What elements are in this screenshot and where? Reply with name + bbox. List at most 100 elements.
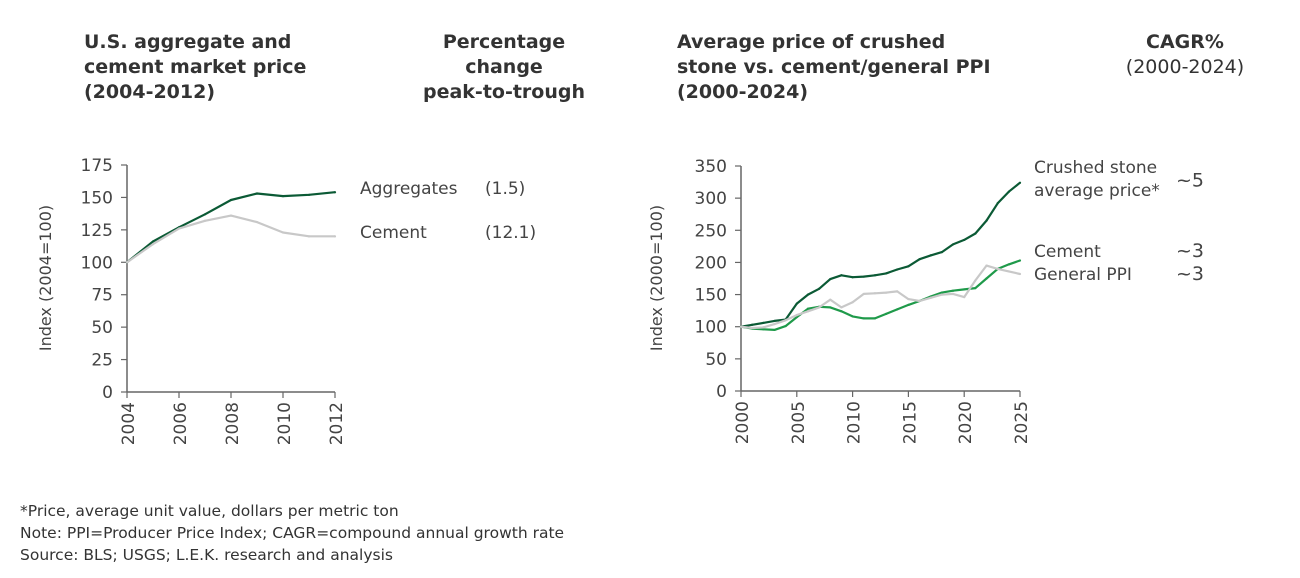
- data-point: [307, 235, 311, 238]
- data-point: [203, 213, 207, 216]
- y-tick-label: 150: [695, 286, 727, 306]
- data-point: [963, 238, 966, 242]
- data-point: [862, 275, 865, 278]
- footnote-source: Source: BLS; USGS; L.E.K. research and a…: [20, 546, 393, 564]
- data-point: [963, 296, 966, 299]
- data-point: [333, 235, 337, 238]
- legend-label: General PPI: [1034, 265, 1132, 285]
- cagr-period: (2000-2024): [1125, 56, 1245, 78]
- legend-label: average price*: [1034, 181, 1160, 201]
- title-line: change: [465, 56, 543, 78]
- data-point: [1018, 259, 1022, 262]
- pct-change-title: Percentage change peak-to-trough: [404, 30, 604, 105]
- cagr-title: CAGR% (2000-2024): [1100, 30, 1270, 80]
- data-point: [829, 298, 832, 301]
- data-point: [884, 312, 888, 315]
- data-point: [795, 302, 798, 305]
- data-point: [918, 299, 921, 303]
- data-point: [996, 202, 999, 205]
- data-point: [806, 307, 810, 310]
- data-point: [806, 310, 810, 313]
- x-tick-label: 2008: [223, 402, 243, 445]
- data-point: [940, 291, 943, 294]
- data-point: [929, 296, 932, 299]
- data-point: [151, 243, 155, 246]
- y-tick-label: 150: [81, 188, 113, 208]
- title-line: stone vs. cement/general PPI: [677, 56, 991, 78]
- data-point: [907, 265, 910, 268]
- data-point: [751, 326, 754, 330]
- data-point: [951, 292, 955, 296]
- data-point: [818, 306, 821, 309]
- data-point: [829, 278, 832, 281]
- data-point: [255, 192, 259, 195]
- title-line: (2004-2012): [84, 81, 216, 103]
- data-point: [940, 251, 943, 254]
- x-tick-label: 2025: [1012, 401, 1032, 444]
- data-point: [873, 274, 877, 277]
- x-tick-label: 2020: [956, 401, 976, 444]
- y-tick-label: 100: [695, 318, 727, 338]
- series-line: [126, 191, 336, 264]
- left-chart-title: U.S. aggregate and cement market price (…: [84, 30, 306, 105]
- legend-label: Aggregates: [360, 179, 458, 199]
- data-point: [125, 261, 129, 264]
- data-point: [884, 272, 888, 275]
- legend-label: Crushed stone: [1034, 158, 1157, 178]
- data-point: [862, 292, 865, 296]
- data-point: [974, 279, 977, 282]
- title-line: cement market price: [84, 56, 307, 78]
- data-point: [896, 268, 899, 271]
- data-point: [818, 287, 821, 290]
- data-point: [773, 328, 776, 332]
- title-line: Average price of crushed: [677, 31, 946, 53]
- series-annotation: ~3: [1176, 240, 1204, 262]
- title-line: Percentage: [442, 31, 566, 53]
- data-point: [862, 317, 865, 320]
- data-point: [307, 193, 311, 196]
- data-point: [806, 293, 810, 296]
- data-point: [873, 292, 877, 295]
- data-point: [907, 303, 910, 306]
- data-point: [784, 319, 787, 322]
- data-point: [762, 321, 765, 324]
- data-point: [829, 306, 832, 309]
- title-line: (2000-2024): [677, 81, 809, 103]
- data-point: [773, 319, 776, 323]
- data-point: [203, 219, 207, 222]
- y-axis-label: Index (2000=100): [647, 205, 666, 351]
- y-tick-label: 25: [91, 351, 113, 371]
- data-point: [751, 323, 754, 326]
- data-point: [929, 254, 932, 257]
- data-point: [851, 301, 854, 304]
- y-tick-label: 125: [81, 221, 113, 241]
- data-point: [773, 323, 776, 326]
- title-line: U.S. aggregate and: [84, 31, 292, 53]
- x-tick-label: 2000: [733, 401, 753, 444]
- data-point: [739, 325, 743, 328]
- data-point: [151, 240, 155, 243]
- data-point: [177, 227, 181, 230]
- legend-label: Cement: [1034, 242, 1101, 262]
- data-point: [281, 195, 285, 198]
- data-point: [851, 315, 854, 318]
- data-point: [985, 277, 988, 280]
- data-point: [896, 308, 899, 311]
- x-tick-label: 2010: [845, 401, 865, 444]
- data-point: [1007, 270, 1010, 273]
- data-point: [333, 191, 337, 194]
- data-point: [907, 297, 910, 301]
- data-point: [974, 232, 977, 235]
- data-point: [873, 317, 877, 320]
- series-line: [740, 181, 1021, 328]
- y-tick-label: 75: [91, 286, 113, 306]
- data-point: [951, 243, 955, 246]
- data-point: [762, 326, 765, 329]
- data-point: [918, 258, 921, 261]
- data-point: [985, 264, 988, 267]
- y-axis-label: Index (2004=100): [36, 205, 55, 351]
- series-annotation: (1.5): [485, 179, 525, 199]
- data-point: [896, 290, 899, 293]
- right-chart-title: Average price of crushed stone vs. cemen…: [677, 30, 991, 105]
